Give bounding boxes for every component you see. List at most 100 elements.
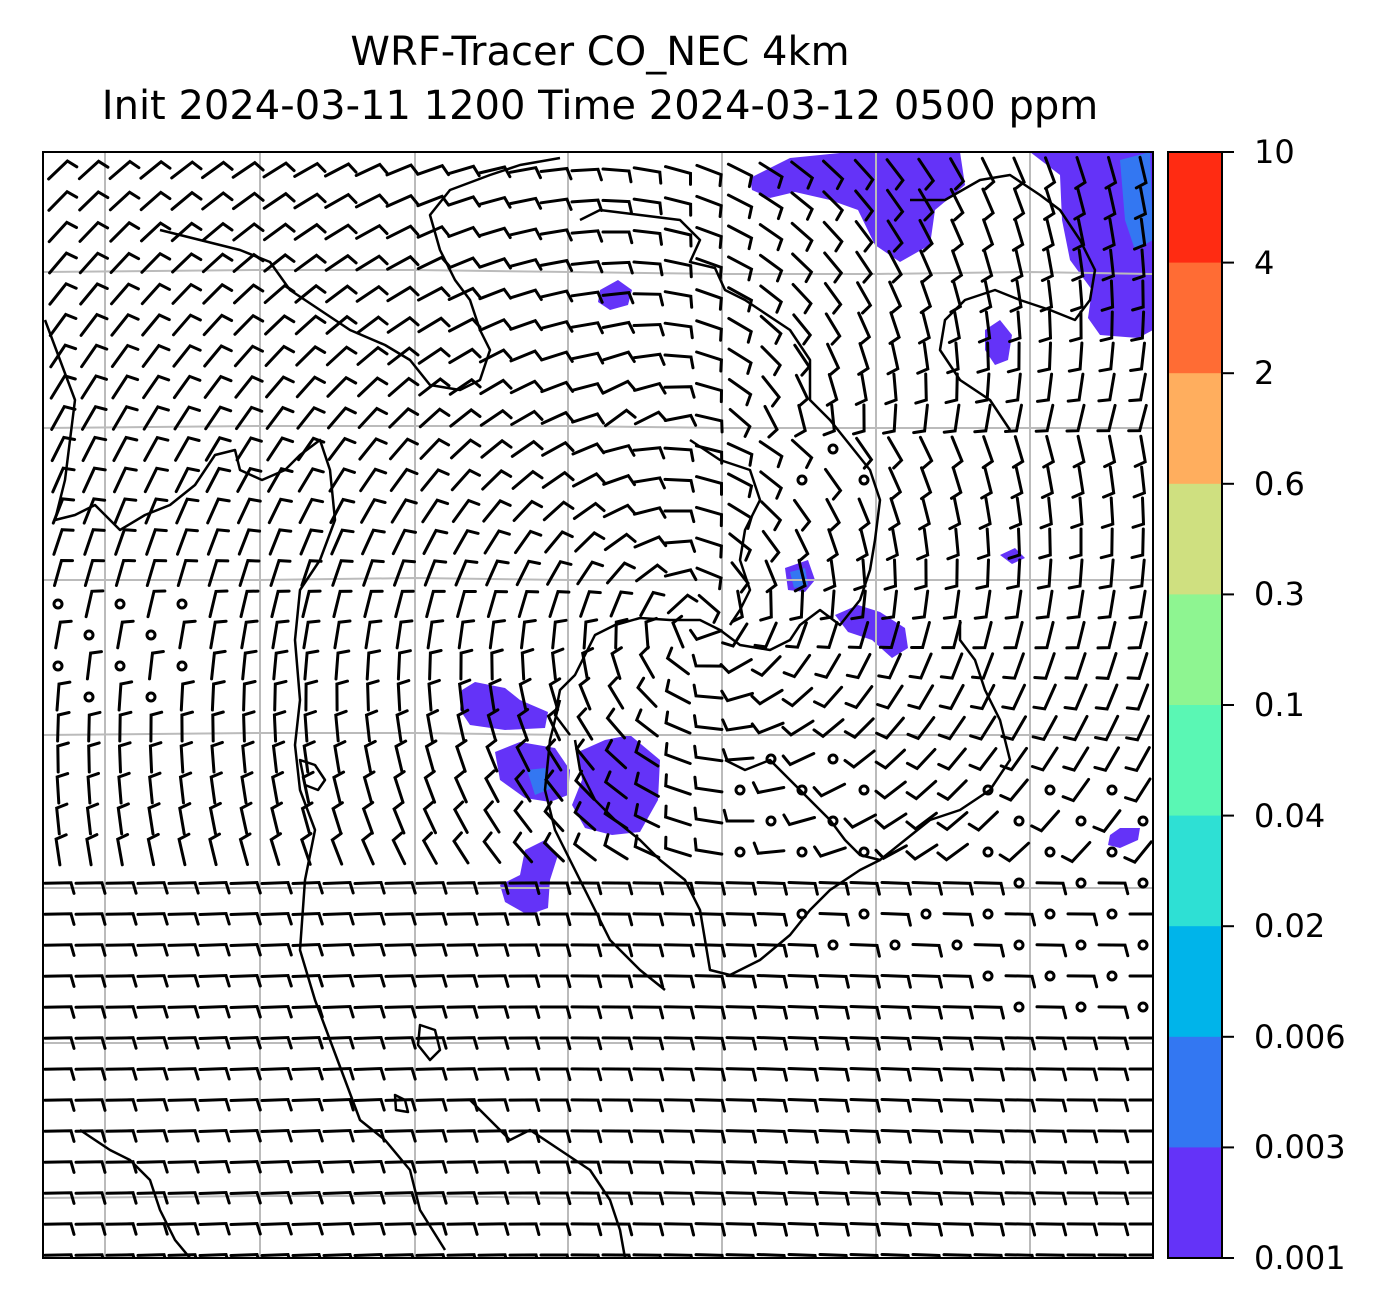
wind-barb (973, 1098, 1005, 1113)
wind-barb (632, 1191, 665, 1206)
wind-barb (539, 1005, 572, 1020)
wind-barb (1094, 683, 1119, 711)
wind-barb (43, 1129, 76, 1143)
wind-barb (1009, 279, 1023, 313)
wind-barb (353, 942, 386, 957)
wind-barb (632, 943, 665, 958)
wind-barb (517, 589, 540, 618)
wind-barb (56, 711, 71, 743)
wind-barb (695, 257, 723, 280)
wind-barb (849, 881, 881, 896)
wind-barb (1062, 714, 1089, 742)
wind-barb (48, 251, 78, 275)
wind-barb (265, 375, 295, 399)
wind-barb (327, 406, 357, 430)
wind-barb (1134, 155, 1148, 190)
wind-barb (86, 771, 100, 805)
wind-barb (911, 589, 930, 620)
wind-barb (74, 1160, 107, 1174)
wind-barb (353, 911, 386, 926)
wind-barb (880, 1067, 912, 1082)
wind-barb (1097, 1036, 1130, 1051)
wind-barb (539, 912, 572, 927)
wind-barb (666, 593, 699, 615)
wind-barb (542, 500, 575, 522)
wind-barb (508, 1253, 539, 1258)
wind-barb (938, 684, 965, 711)
wind-barb (330, 528, 355, 556)
wind-barb (764, 559, 778, 594)
wind-barb (663, 912, 696, 927)
wind-barb (229, 1190, 262, 1205)
wind-barb (753, 621, 778, 649)
wind-barb (79, 312, 109, 337)
wind-barb (1100, 496, 1115, 529)
wind-barb (394, 739, 408, 774)
wind-barb (818, 1098, 850, 1113)
wind-barb (572, 501, 606, 520)
wind-barb (727, 286, 754, 313)
wind-barb (725, 1160, 757, 1175)
wind-barb (1064, 652, 1087, 680)
wind-barb (384, 1005, 417, 1019)
calm-wind-marker (1137, 877, 1149, 889)
wind-barb (756, 1191, 788, 1206)
wind-barb (570, 167, 603, 182)
wind-barb (756, 1098, 788, 1113)
wind-barb (508, 227, 543, 241)
wind-barb (1128, 589, 1147, 620)
wind-barb (950, 466, 963, 500)
wind-barb (1004, 1160, 1037, 1175)
wind-barb (911, 1129, 943, 1144)
wind-barb (43, 1098, 76, 1112)
wind-barb (477, 1253, 508, 1258)
wind-barb (787, 881, 819, 896)
wind-barb (782, 653, 812, 679)
wind-barb (694, 1253, 725, 1258)
tracer-plumes (460, 152, 1153, 915)
wind-barb (136, 974, 169, 988)
wind-barb (237, 528, 262, 556)
calm-wind-marker (176, 660, 188, 672)
wind-barb (663, 353, 695, 370)
wind-barb (515, 559, 542, 587)
wind-barb (1002, 652, 1025, 680)
wind-barb (242, 680, 257, 712)
wind-barb (539, 1253, 570, 1258)
wind-barb (1066, 1129, 1099, 1144)
wind-barb (167, 881, 200, 895)
wind-barb (633, 535, 668, 549)
wind-barb (267, 497, 293, 525)
wind-barb (601, 1067, 634, 1082)
wind-barb (908, 652, 933, 680)
wind-barb (759, 314, 783, 345)
wind-barb (384, 1067, 417, 1081)
wind-barb (818, 1160, 850, 1175)
wind-barb (973, 1222, 1005, 1237)
wind-barb (450, 468, 481, 492)
wind-barb (843, 749, 876, 769)
wind-barb (1133, 434, 1147, 468)
wind-barb (942, 403, 961, 434)
wind-barb (1127, 403, 1148, 433)
calm-wind-marker (1044, 784, 1056, 796)
wind-barb (854, 189, 875, 222)
wind-barb (1103, 186, 1117, 221)
wind-barb (331, 559, 354, 587)
wind-barb (421, 831, 438, 865)
calm-wind-marker (796, 784, 808, 796)
calm-wind-marker (982, 970, 994, 982)
wind-barb (74, 1191, 107, 1205)
calm-wind-marker (1137, 815, 1149, 827)
wind-barb (423, 559, 448, 587)
wind-barb (756, 1067, 788, 1082)
wind-barb (787, 1067, 819, 1082)
wind-barb (269, 832, 282, 866)
wind-barb (208, 832, 221, 867)
wind-barb (813, 845, 847, 858)
wind-barb (785, 621, 808, 649)
wind-barb (942, 881, 974, 896)
wind-barb (1131, 496, 1146, 529)
wind-barb (296, 405, 326, 430)
wind-barb (912, 403, 929, 435)
